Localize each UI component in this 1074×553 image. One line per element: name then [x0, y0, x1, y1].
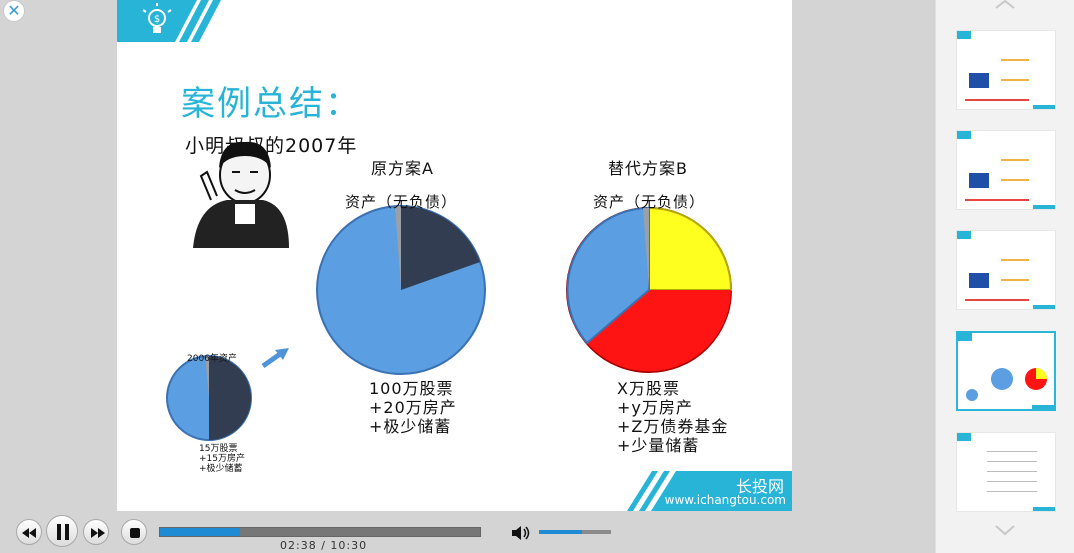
- player-controls: 02:38 / 10:30: [0, 511, 915, 553]
- note-line: +极少储蓄: [369, 417, 452, 436]
- scroll-down-icon[interactable]: [994, 524, 1016, 536]
- progress-fill: [160, 528, 240, 536]
- thumbnail-slide-2[interactable]: [956, 130, 1056, 210]
- thumbnail-logo: [957, 31, 971, 39]
- plan-b-notes: X万股票 +y万房产 +Z万债券基金 +少量储蓄: [617, 379, 728, 455]
- time-current: 02:38: [280, 539, 317, 552]
- progress-bar[interactable]: [159, 527, 481, 537]
- thumbnail-logo: [957, 231, 971, 239]
- close-icon: ✕: [7, 1, 21, 20]
- plan-a-title: 原方案A: [371, 159, 434, 178]
- thumbnail-bar: [1033, 205, 1055, 209]
- thumbnail-logo: [957, 131, 971, 139]
- time-total: 10:30: [330, 539, 368, 552]
- thumbnail-logo: [957, 433, 971, 441]
- thumbnail-line: [1001, 279, 1029, 281]
- video-player: ✕ $: [0, 0, 915, 553]
- slide: $: [117, 0, 792, 511]
- volume-icon[interactable]: [510, 524, 532, 542]
- thumbnail-slide-5[interactable]: [956, 432, 1056, 512]
- slide-thumbnail-panel: [935, 0, 1074, 553]
- thumbnail-pies: [966, 368, 1047, 401]
- slide-decoration: $: [117, 0, 792, 511]
- arrow-icon: [261, 348, 289, 369]
- close-button[interactable]: ✕: [3, 0, 25, 22]
- note-line: 15万股票: [199, 444, 238, 454]
- thumbnail-line: [1001, 159, 1029, 161]
- note-line: 100万股票: [369, 379, 454, 398]
- thumbnail-line: [965, 299, 1029, 301]
- thumbnail-slide-1[interactable]: [956, 30, 1056, 110]
- note-line: +少量储蓄: [617, 436, 700, 455]
- stop-icon: [130, 528, 140, 538]
- pie-chart-small: [166, 355, 252, 441]
- thumbnail-bar: [1033, 305, 1055, 309]
- pie-chart-b: [566, 206, 733, 373]
- note-line: +y万房产: [617, 398, 693, 417]
- thumbnail-bar: [1033, 507, 1055, 511]
- thumbnail-bar: [1033, 105, 1055, 109]
- thumbnail-line: [1001, 79, 1029, 81]
- thumbnail-chart: [969, 273, 989, 288]
- brand-name: 长投网: [735, 477, 784, 496]
- note-line: +Z万债券基金: [617, 417, 729, 436]
- thumbnail-line: [965, 99, 1029, 101]
- plan-a-notes: 100万股票 +20万房产 +极少储蓄: [369, 379, 457, 436]
- thumbnail-line: [1001, 179, 1029, 181]
- slide-subtitle: 小明叔叔的2007年: [185, 135, 358, 157]
- note-line: +极少储蓄: [199, 464, 243, 474]
- thumbnail-slide-4[interactable]: [956, 331, 1056, 411]
- thumbnail-line: [987, 481, 1037, 482]
- volume-slider[interactable]: [539, 530, 611, 534]
- time-display: 02:38 / 10:30: [280, 539, 367, 552]
- note-line: X万股票: [617, 379, 680, 398]
- plan-a-subtitle: 资产（无负债）: [345, 193, 458, 211]
- thumbnail-logo: [958, 333, 972, 341]
- pause-button[interactable]: [46, 515, 78, 547]
- brand-url: www.ichangtou.com: [664, 493, 786, 507]
- note-line: +20万房产: [369, 398, 457, 417]
- pause-icon: [57, 524, 69, 540]
- thumbnail-line: [1001, 259, 1029, 261]
- rewind-icon: [22, 528, 36, 538]
- pie-chart-a: [316, 205, 486, 375]
- rewind-button[interactable]: [16, 519, 42, 545]
- thumbnail-chart: [969, 173, 989, 188]
- svg-text:$: $: [154, 14, 160, 25]
- thumbnail-line: [987, 471, 1037, 472]
- thumbnail-slide-3[interactable]: [956, 230, 1056, 310]
- thumbnail-line: [987, 451, 1037, 452]
- note-line: +15万房产: [199, 454, 245, 464]
- scroll-up-icon[interactable]: [994, 0, 1016, 10]
- thumbnail-line: [987, 461, 1037, 462]
- plan-b-subtitle: 资产（无负债）: [593, 193, 706, 211]
- time-separator: /: [321, 539, 326, 552]
- lightbulb-dollar-icon: $: [142, 3, 172, 33]
- thumbnail-bar: [1032, 405, 1054, 409]
- small-pie-title: 2006年资产: [187, 354, 237, 364]
- fast-forward-icon: [91, 528, 105, 538]
- thumbnail-chart: [969, 73, 989, 88]
- cartoon-portrait: [193, 141, 289, 248]
- thumbnail-line: [987, 491, 1037, 492]
- small-pie-notes: 15万股票 +15万房产 +极少储蓄: [199, 444, 245, 474]
- stop-button[interactable]: [121, 519, 147, 545]
- volume-fill: [539, 530, 583, 534]
- fast-forward-button[interactable]: [83, 519, 109, 545]
- plan-b-title: 替代方案B: [608, 159, 688, 178]
- slide-title: 案例总结：: [181, 84, 361, 124]
- thumbnail-line: [1001, 59, 1029, 61]
- thumbnail-line: [965, 199, 1029, 201]
